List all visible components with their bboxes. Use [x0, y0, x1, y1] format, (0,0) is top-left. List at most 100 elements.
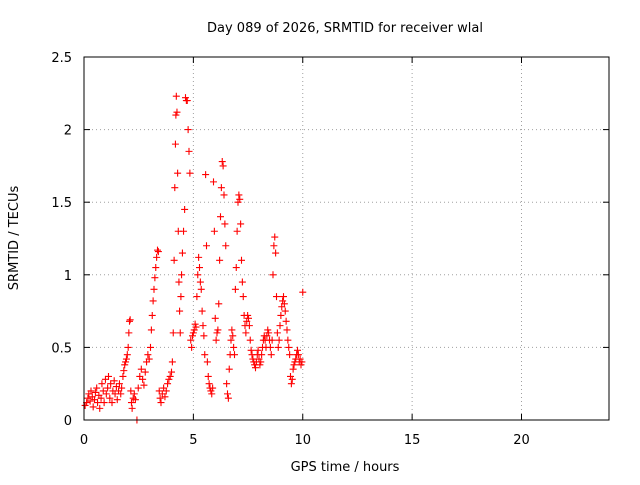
data-point: [285, 343, 293, 351]
data-point: [280, 293, 287, 301]
data-point: [197, 285, 205, 293]
y-tick-label: 2.5: [51, 51, 72, 66]
data-point: [153, 253, 161, 261]
data-point: [184, 126, 192, 134]
y-tick-label: 0.5: [51, 341, 72, 356]
data-point: [128, 404, 136, 412]
data-point: [127, 399, 135, 407]
data-point: [242, 329, 250, 337]
axis-ticks: [83, 56, 609, 421]
data-point: [202, 171, 210, 179]
data-point: [209, 384, 217, 392]
data-point: [110, 377, 118, 385]
data-point: [147, 343, 154, 351]
data-point: [120, 367, 128, 375]
data-point: [188, 343, 196, 351]
data-point: [265, 329, 273, 337]
data-point: [165, 375, 173, 383]
data-point: [99, 387, 107, 395]
data-point: [287, 372, 294, 380]
data-point: [298, 358, 306, 366]
data-point: [134, 384, 142, 392]
data-point: [263, 332, 271, 340]
data-point: [210, 178, 217, 186]
data-point: [289, 365, 297, 373]
data-point: [201, 351, 209, 359]
data-point: [173, 108, 181, 116]
data-point: [239, 293, 247, 301]
x-axis-label: GPS time / hours: [291, 460, 400, 475]
data-point: [203, 358, 211, 366]
data-point: [199, 322, 207, 330]
data-point: [249, 355, 257, 363]
data-point: [171, 184, 179, 192]
data-point: [140, 381, 148, 389]
data-point: [203, 242, 210, 250]
data-point: [117, 390, 125, 398]
data-point: [149, 297, 157, 305]
data-point: [211, 314, 219, 322]
data-point: [126, 317, 133, 325]
data-point: [166, 372, 174, 380]
data-point: [112, 383, 120, 391]
data-point: [198, 307, 206, 315]
data-point: [235, 191, 243, 199]
data-point: [210, 227, 218, 235]
data-point: [183, 97, 191, 105]
data-point: [281, 307, 289, 315]
data-point: [274, 343, 282, 351]
data-point: [108, 399, 116, 407]
data-point: [243, 317, 251, 325]
x-tick-label: 0: [80, 433, 88, 448]
data-point: [282, 317, 290, 325]
data-point: [223, 380, 231, 388]
data-point: [169, 329, 177, 337]
data-point: [91, 396, 98, 404]
data-point: [275, 336, 283, 344]
y-tick-label: 2: [64, 124, 72, 139]
data-point: [86, 397, 94, 405]
data-point: [224, 394, 232, 402]
data-point: [258, 351, 266, 359]
data-point: [91, 388, 99, 396]
data-point: [217, 213, 224, 221]
data-point: [152, 264, 160, 272]
data-point: [189, 332, 196, 340]
data-point: [238, 278, 246, 286]
data-point: [225, 365, 233, 373]
data-point: [224, 390, 231, 398]
data-point: [107, 380, 115, 388]
data-point: [81, 401, 89, 409]
data-point: [174, 169, 182, 177]
y-tick-label: 1: [64, 269, 72, 284]
data-point: [154, 248, 162, 256]
data-point: [141, 368, 149, 376]
data-point: [121, 361, 129, 369]
data-point: [277, 311, 285, 319]
data-point: [287, 380, 295, 388]
data-point: [271, 233, 279, 241]
data-point: [119, 372, 127, 380]
data-point: [195, 253, 203, 261]
data-point: [229, 332, 237, 340]
data-point: [193, 293, 201, 301]
data-point: [148, 311, 156, 319]
data-point: [182, 94, 189, 102]
data-point: [231, 285, 239, 293]
data-point: [269, 271, 277, 279]
data-point: [205, 380, 213, 388]
data-point: [231, 351, 238, 359]
data-point: [118, 384, 126, 392]
data-point: [280, 300, 288, 308]
data-point: [147, 326, 155, 334]
data-point: [130, 390, 138, 398]
x-tick-label: 5: [189, 433, 197, 448]
data-point: [284, 336, 292, 344]
data-point: [214, 326, 222, 334]
data-point: [156, 394, 164, 402]
data-point: [176, 307, 184, 315]
data-point: [181, 205, 189, 213]
data-point: [100, 399, 108, 407]
data-point: [208, 390, 216, 398]
data-point: [177, 293, 185, 301]
